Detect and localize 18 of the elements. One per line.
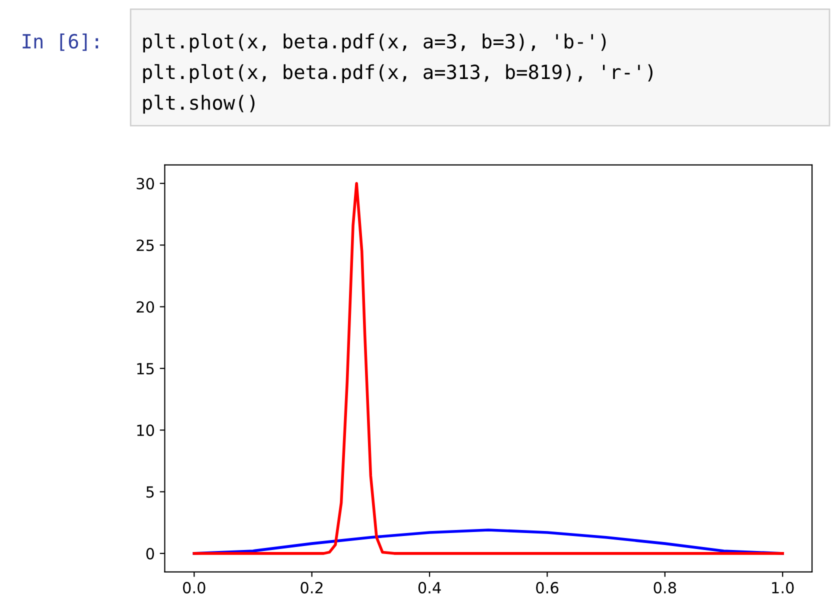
x-tick-label: 0.0 xyxy=(183,582,206,594)
y-tick-label: 20 xyxy=(136,301,154,313)
y-tick-label: 10 xyxy=(137,424,154,436)
x-tick-label: 0.8 xyxy=(654,582,676,594)
x-tick-label: 0.2 xyxy=(300,582,322,594)
y-tick-label: 15 xyxy=(137,363,154,374)
y-tick-label: 0 xyxy=(146,548,154,560)
y-tick-label: 5 xyxy=(146,486,154,498)
x-tick-label: 0.4 xyxy=(418,582,441,594)
y-tick-label: 30 xyxy=(136,178,154,190)
text: plt.plot(x, beta.pdf(x, a=313, b=819), 'r-') xyxy=(143,64,652,84)
text: plt.plot(x, beta.pdf(x, a=3, b=3), 'b-') xyxy=(143,33,606,52)
x-tick-label: 0.6 xyxy=(536,582,558,594)
text: In [6]: xyxy=(22,34,98,51)
x-tick-label: 1.0 xyxy=(772,582,794,594)
y-tick-label: 25 xyxy=(136,240,154,252)
line-series xyxy=(192,182,784,555)
text: plt.show() xyxy=(143,94,254,114)
